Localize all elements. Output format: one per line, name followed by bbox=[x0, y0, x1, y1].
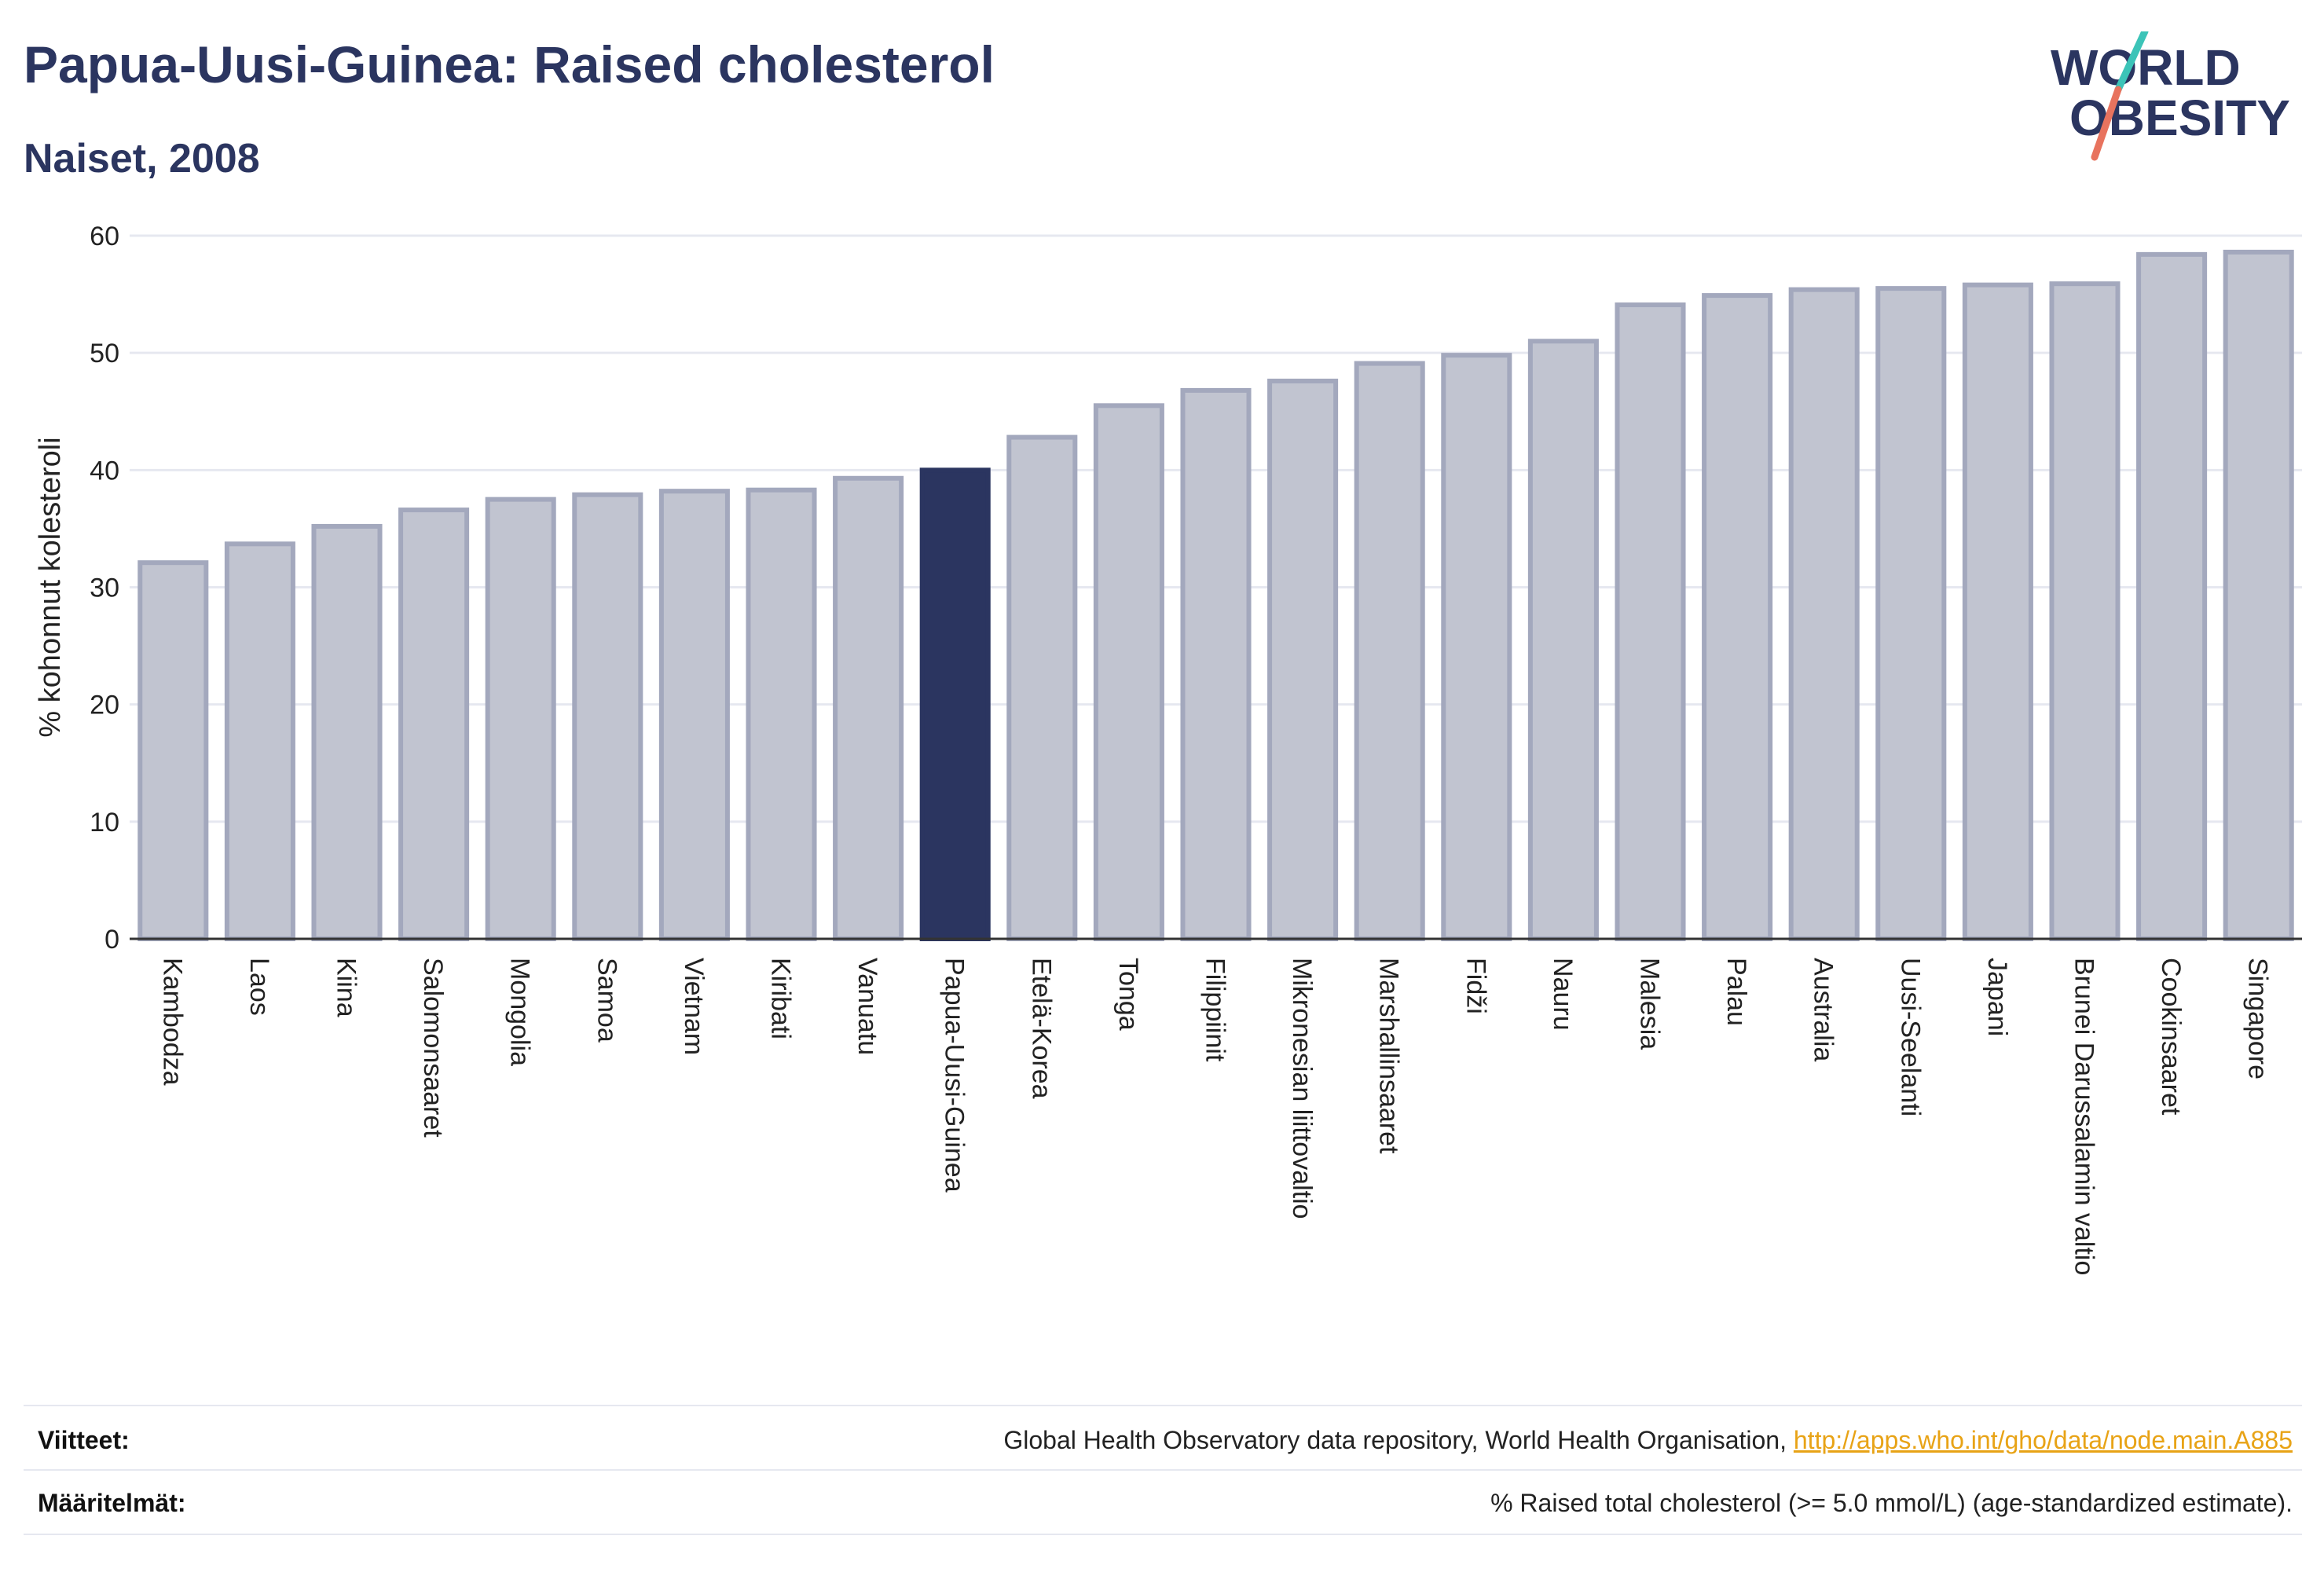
bar bbox=[398, 508, 470, 941]
logo-slash-teal bbox=[2114, 31, 2149, 93]
y-tick-label: 10 bbox=[90, 808, 119, 837]
bar bbox=[1875, 286, 1947, 941]
x-tick-label: Samoa bbox=[592, 958, 621, 1043]
y-tick-label: 40 bbox=[90, 456, 119, 486]
bar bbox=[1441, 353, 1512, 941]
bar bbox=[224, 541, 295, 942]
bar bbox=[1354, 361, 1425, 941]
x-tick-label: Marshallinsaaret bbox=[1374, 958, 1404, 1154]
sources-link[interactable]: http://apps.who.int/gho/data/node.main.A… bbox=[1793, 1426, 2293, 1454]
footer-sources-row: Viitteet: Global Health Observatory data… bbox=[24, 1426, 2302, 1461]
bar bbox=[1006, 434, 1078, 941]
page-title: Papua-Uusi-Guinea: Raised cholesterol bbox=[24, 35, 995, 93]
x-tick-label: Mongolia bbox=[505, 958, 535, 1066]
x-tick-label: Salomonsaaret bbox=[418, 958, 448, 1138]
x-tick-label: Brunei Darussalamin valtio bbox=[2069, 958, 2099, 1275]
y-tick-label: 60 bbox=[90, 222, 119, 251]
x-tick-label: Kambodza bbox=[157, 958, 187, 1086]
bar bbox=[137, 560, 209, 941]
x-tick-label: Singapore bbox=[2243, 958, 2273, 1079]
x-tick-label: Tonga bbox=[1113, 958, 1143, 1031]
x-tick-label: Cookinsaaret bbox=[2156, 958, 2186, 1116]
bar bbox=[746, 487, 817, 941]
bar bbox=[2136, 251, 2208, 942]
logo-line-1: WORLD bbox=[2051, 39, 2241, 96]
x-tick-label: Palau bbox=[1721, 958, 1751, 1026]
bar bbox=[658, 489, 730, 941]
bar-chart: 0 10 20 30 40 50 60 % kohonnut kolesteroli Kambo… bbox=[34, 222, 2302, 1275]
world-obesity-logo[interactable]: WORLD OBESITY bbox=[2051, 31, 2310, 165]
definitions-value: % Raised total cholesterol (>= 5.0 mmol/… bbox=[1490, 1489, 2293, 1517]
bar bbox=[1527, 339, 1599, 941]
bar bbox=[1180, 387, 1252, 941]
definitions-label: Määritelmät: bbox=[38, 1489, 186, 1517]
sources-label: Viitteet: bbox=[38, 1426, 130, 1454]
x-tick-label: Uusi-Seelanti bbox=[1895, 958, 1925, 1116]
bar-highlighted bbox=[919, 467, 991, 941]
y-tick-label: 20 bbox=[90, 691, 119, 720]
x-tick-label: Fidži bbox=[1461, 958, 1490, 1014]
bar bbox=[1788, 287, 1860, 942]
footer-divider-middle bbox=[24, 1469, 2302, 1471]
sources-value: Global Health Observatory data repositor… bbox=[1003, 1426, 2293, 1455]
bar bbox=[2049, 281, 2121, 941]
bar bbox=[833, 475, 904, 941]
bar bbox=[1702, 293, 1773, 941]
bar bbox=[485, 497, 556, 941]
x-tick-label: Vietnam bbox=[679, 958, 709, 1055]
footer-definitions-row: Määritelmät: % Raised total cholesterol … bbox=[24, 1489, 2302, 1523]
footer-divider-bottom bbox=[24, 1534, 2302, 1535]
x-tick-label: Nauru bbox=[1548, 958, 1578, 1031]
y-tick-label: 50 bbox=[90, 339, 119, 368]
bar bbox=[1962, 282, 2033, 941]
logo-slash-coral bbox=[2091, 86, 2122, 161]
footer-divider-top bbox=[24, 1405, 2302, 1406]
y-axis-title: % kohonnut kolesteroli bbox=[34, 437, 67, 737]
x-tick-label: Kiribati bbox=[766, 958, 796, 1039]
x-tick-label: Mikronesian liittovaltio bbox=[1287, 958, 1317, 1219]
x-tick-label: Vanuatu bbox=[852, 958, 882, 1055]
bar bbox=[311, 523, 383, 941]
x-tick-label: Australia bbox=[1809, 958, 1838, 1061]
bar bbox=[572, 492, 643, 941]
bar bbox=[2223, 249, 2294, 941]
bar bbox=[1615, 302, 1686, 941]
bar bbox=[1093, 403, 1164, 941]
bar bbox=[1267, 378, 1339, 941]
sources-text: Global Health Observatory data repositor… bbox=[1003, 1426, 1794, 1454]
x-tick-label: Kiina bbox=[332, 958, 361, 1017]
x-tick-label: Filippiinit bbox=[1200, 958, 1230, 1062]
page-subtitle: Naiset, 2008 bbox=[24, 136, 260, 181]
y-tick-label: 0 bbox=[104, 925, 119, 955]
y-tick-label: 30 bbox=[90, 574, 119, 603]
x-tick-label: Malesia bbox=[1635, 958, 1665, 1050]
x-tick-label: Papua-Uusi-Guinea bbox=[940, 958, 970, 1193]
x-tick-label: Japani bbox=[1982, 958, 2012, 1036]
x-tick-label: Etelä-Korea bbox=[1026, 958, 1056, 1099]
x-tick-label: Laos bbox=[244, 958, 274, 1016]
